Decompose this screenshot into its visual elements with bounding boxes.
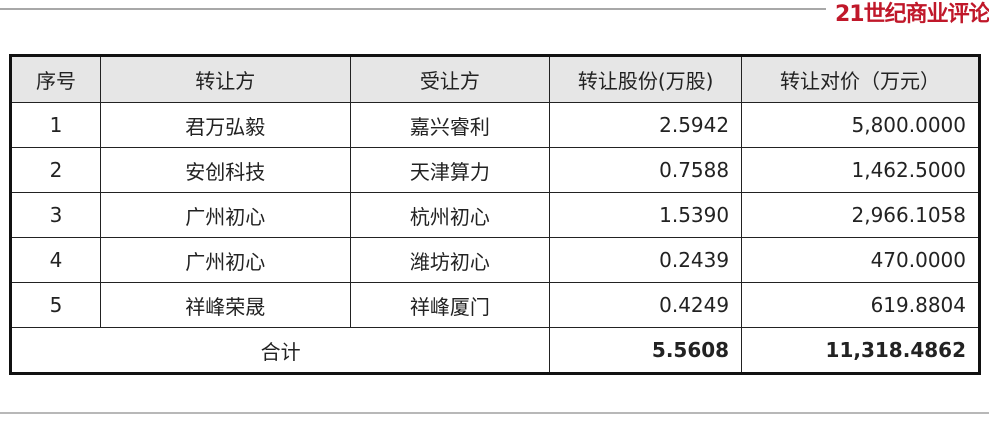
shares-cell: 0.7588 [549, 147, 743, 193]
total-shares: 5.5608 [549, 327, 743, 374]
bottom-divider [0, 412, 989, 414]
transferee-cell: 祥峰厦门 [349, 282, 551, 328]
header-price: 转让对价（万元） [741, 55, 980, 103]
row-index-cell: 1 [10, 102, 101, 148]
top-divider [0, 8, 826, 10]
transferee-cell: 杭州初心 [349, 192, 551, 238]
row-index-cell: 4 [10, 237, 101, 283]
table-row: 1 君万弘毅 嘉兴睿利 2.5942 5,800.0000 [10, 102, 980, 148]
transferor-cell: 广州初心 [99, 192, 351, 238]
transferee-cell: 潍坊初心 [349, 237, 551, 283]
transferee-cell: 天津算力 [349, 147, 551, 193]
header-index: 序号 [10, 55, 101, 103]
share-transfer-table: 序号 转让方 受让方 转让股份(万股) 转让对价（万元） 1 君万弘毅 嘉兴睿利 2.… [9, 54, 981, 375]
transferor-cell: 安创科技 [99, 147, 351, 193]
shares-cell: 0.4249 [549, 282, 743, 328]
brand-logo: 21世纪商业评论 [835, 2, 989, 27]
shares-cell: 0.2439 [549, 237, 743, 283]
shares-cell: 1.5390 [549, 192, 743, 238]
row-index-cell: 3 [10, 192, 101, 238]
price-cell: 2,966.1058 [741, 192, 980, 238]
transferor-cell: 君万弘毅 [99, 102, 351, 148]
transferor-cell: 祥峰荣晟 [99, 282, 351, 328]
header-row: 序号 转让方 受让方 转让股份(万股) 转让对价（万元） [10, 55, 980, 103]
transferor-cell: 广州初心 [99, 237, 351, 283]
shares-cell: 2.5942 [549, 102, 743, 148]
total-label: 合计 [9, 327, 551, 374]
total-price: 11,318.4862 [741, 327, 980, 374]
price-cell: 5,800.0000 [741, 102, 980, 148]
row-index-cell: 2 [10, 147, 101, 193]
table-row: 5 祥峰荣晟 祥峰厦门 0.4249 619.8804 [10, 282, 980, 328]
price-cell: 470.0000 [741, 237, 980, 283]
table-row: 3 广州初心 杭州初心 1.5390 2,966.1058 [10, 192, 980, 238]
price-cell: 619.8804 [741, 282, 980, 328]
total-row: 合计 5.5608 11,318.4862 [9, 327, 980, 374]
row-index-cell: 5 [10, 282, 101, 328]
transferee-cell: 嘉兴睿利 [349, 102, 551, 148]
table-row: 4 广州初心 潍坊初心 0.2439 470.0000 [10, 237, 980, 283]
table-row: 2 安创科技 天津算力 0.7588 1,462.5000 [10, 147, 980, 193]
header-shares: 转让股份(万股) [549, 55, 743, 103]
header-transferee: 受让方 [349, 55, 551, 103]
price-cell: 1,462.5000 [741, 147, 980, 193]
header-transferor: 转让方 [99, 55, 351, 103]
